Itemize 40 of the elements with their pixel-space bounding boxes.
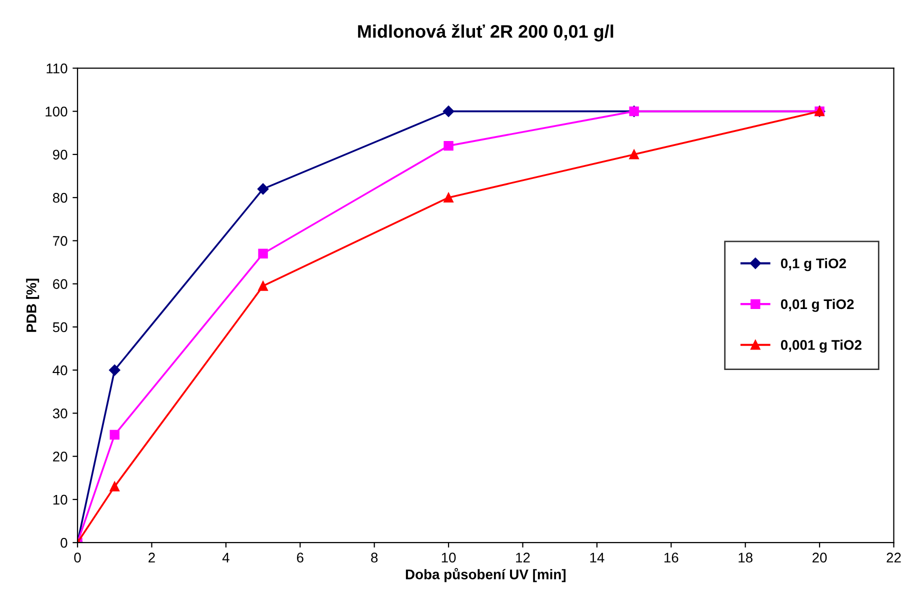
point [444, 140, 454, 151]
y-tick-label: 0 [60, 538, 68, 548]
x-tick-label: 16 [664, 552, 678, 563]
x-tick-label: 22 [886, 552, 901, 562]
legend-label: 0,1 g TiO2 [780, 258, 846, 272]
y-tick-label: 40 [52, 365, 68, 376]
y-tick-label: 70 [53, 236, 68, 246]
point [109, 364, 120, 376]
point [442, 106, 454, 117]
y-tick-label: 80 [52, 192, 68, 203]
legend-label: 0,001 g TiO2 [780, 340, 862, 353]
x-tick-label: 12 [516, 552, 530, 562]
x-tick-label: 8 [371, 552, 378, 563]
y-tick-label: 90 [53, 150, 68, 160]
x-tick-label: 6 [296, 552, 304, 563]
point [444, 192, 454, 202]
y-axis-title: PDB [%] [26, 278, 40, 332]
y-tick-label: 10 [53, 494, 68, 505]
point [258, 248, 268, 259]
point [110, 430, 120, 440]
y-tick-label: 30 [52, 408, 68, 418]
y-tick-label: 100 [46, 106, 68, 116]
x-tick-label: 4 [222, 552, 230, 562]
x-tick-label: 0 [74, 552, 81, 563]
point [258, 281, 268, 291]
x-tick-label: 2 [148, 552, 155, 562]
x-tick-label: 10 [442, 552, 456, 563]
y-tick-label: 60 [53, 279, 68, 289]
point [257, 183, 269, 195]
legend-label: 0,01 g TiO2 [780, 298, 854, 312]
y-tick-label: 50 [52, 322, 68, 332]
x-axis-title: Doba působení UV [min] [406, 568, 566, 582]
chart-title: Midlonová žluť 2R 200 0,01 g/l [358, 24, 614, 42]
y-tick-label: 20 [53, 452, 68, 462]
x-tick-label: 20 [812, 552, 827, 563]
point [629, 150, 639, 160]
x-tick-label: 18 [738, 552, 752, 563]
y-tick-label: 110 [46, 64, 68, 74]
point [110, 482, 120, 492]
x-tick-label: 14 [590, 552, 604, 562]
